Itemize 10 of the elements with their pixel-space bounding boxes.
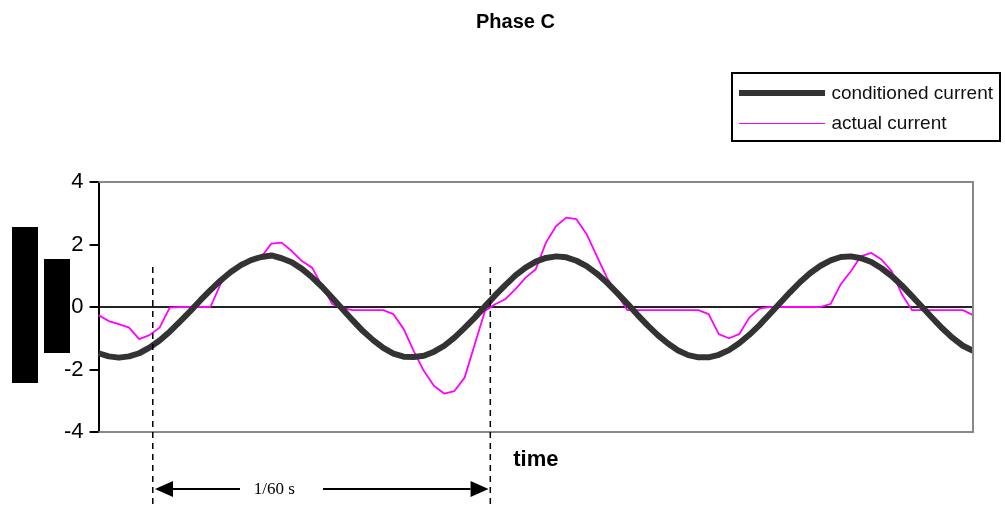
legend-label: actual current [831, 112, 947, 134]
y-tick-label: 2 [71, 230, 84, 256]
y-tick-label: -4 [64, 418, 84, 444]
y-tick-label: -2 [64, 355, 84, 381]
chart-title: Phase C [476, 9, 555, 32]
x-axis-title: time [513, 446, 559, 472]
y-tick-label: 4 [71, 168, 84, 194]
text: 1/60 s [253, 479, 295, 499]
legend-label: conditioned current [831, 82, 993, 104]
y-tick-label: 0 [71, 293, 84, 319]
